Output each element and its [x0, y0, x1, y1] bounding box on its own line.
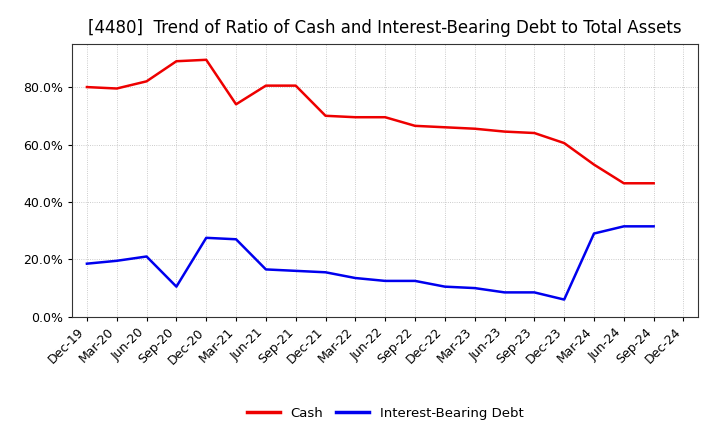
Title: [4480]  Trend of Ratio of Cash and Interest-Bearing Debt to Total Assets: [4480] Trend of Ratio of Cash and Intere… [89, 19, 682, 37]
Legend: Cash, Interest-Bearing Debt: Cash, Interest-Bearing Debt [241, 401, 529, 425]
